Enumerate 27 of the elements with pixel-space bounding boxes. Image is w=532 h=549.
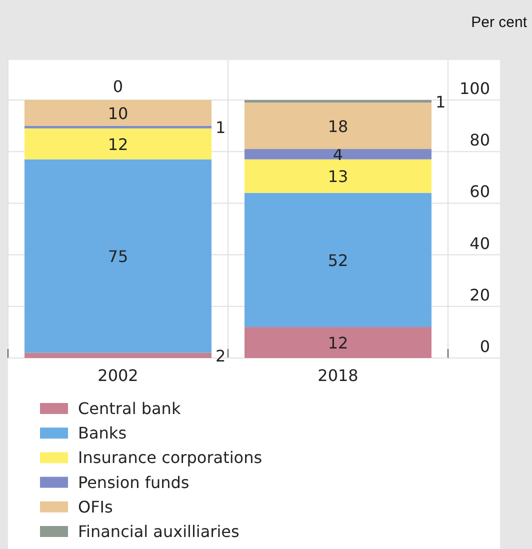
y-tick-label: 40 (470, 234, 490, 253)
data-label: 4 (332, 145, 344, 164)
data-label: 75 (108, 247, 128, 266)
legend-label: Financial auxilliaries (78, 522, 240, 541)
data-label: 1 (436, 92, 446, 112)
y-tick-label: 100 (459, 79, 490, 98)
data-label: 1 (216, 118, 226, 138)
data-label: 52 (328, 250, 348, 270)
data-label: 18 (328, 116, 348, 136)
y-axis-title: Per cent (471, 14, 528, 31)
legend-label: OFIs (78, 497, 113, 516)
data-label: 0 (112, 77, 124, 96)
legend-label: Banks (78, 424, 127, 443)
y-tick-label: 0 (480, 337, 490, 356)
y-tick-label: 60 (470, 182, 490, 202)
data-label: 10 (108, 104, 128, 123)
data-label: 12 (328, 334, 348, 353)
legend-label: Pension funds (78, 472, 190, 492)
legend-label: Central bank (78, 399, 182, 418)
data-label: 13 (328, 167, 348, 186)
legend-label: Insurance corporations (78, 448, 262, 468)
y-tick-label: 80 (470, 130, 490, 150)
x-tick-label: 2002 (98, 366, 138, 385)
data-label: 12 (108, 134, 128, 154)
x-tick-label: 2018 (318, 366, 358, 385)
y-tick-label: 20 (470, 285, 490, 304)
data-label: 2 (216, 346, 226, 366)
